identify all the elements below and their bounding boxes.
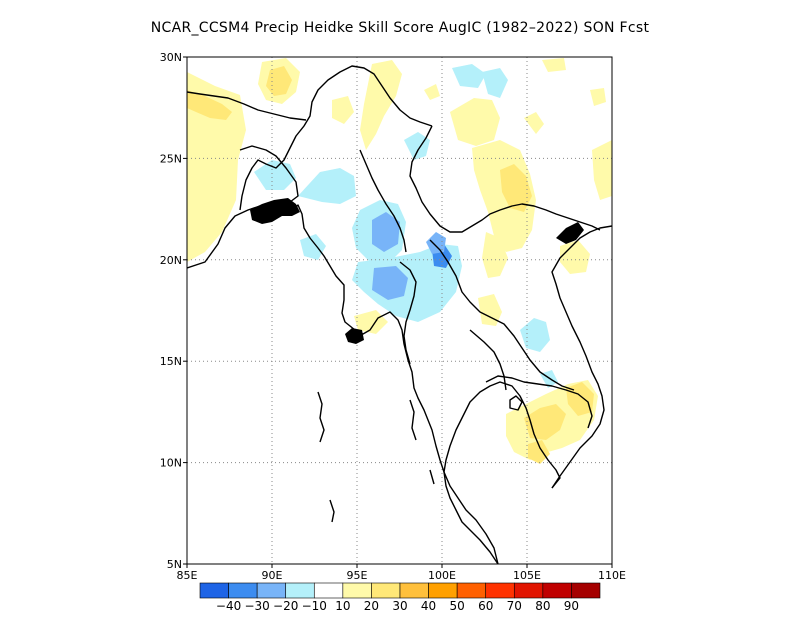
- colorbar-swatch: [342, 582, 372, 599]
- colorbar-label: 40: [421, 599, 436, 613]
- skill-region-light-blue: [520, 318, 550, 352]
- lon-tick-label: 100E: [428, 569, 456, 582]
- skill-region-light-blue: [404, 132, 430, 160]
- gridlines: [187, 57, 612, 564]
- map-frame: [186, 56, 613, 565]
- mergui-islands: [409, 399, 435, 485]
- ganges-delta: [250, 198, 584, 344]
- colorbar-label: 50: [450, 599, 465, 613]
- colorbar-label: −40: [216, 599, 241, 613]
- border-cambodia: [485, 375, 593, 429]
- colorbar-swatch: [285, 582, 315, 599]
- axis-labels: 85E 90E 95E 100E 105E 110E 5N 10N 15N 20N 25N 30N: [160, 51, 626, 582]
- skill-region-yellow: [500, 164, 532, 212]
- skill-region-yellow: [524, 404, 566, 440]
- skill-region-yellow: [187, 90, 232, 120]
- lon-tick-label: 90E: [262, 569, 283, 582]
- border-laos: [429, 239, 575, 391]
- skill-region-light-yellow: [524, 112, 544, 134]
- skill-region-light-yellow: [560, 240, 590, 274]
- river-inland: [359, 149, 407, 253]
- skill-region-blue: [372, 212, 400, 252]
- lon-tick-label: 85E: [177, 569, 198, 582]
- border-nepal-bhutan: [187, 91, 307, 121]
- lat-tick-label: 25N: [160, 152, 182, 165]
- coastline-vietnam: [551, 225, 612, 489]
- skill-region-light-blue: [452, 64, 486, 88]
- skill-region-light-blue: [300, 234, 326, 260]
- colorbar-swatch: [542, 582, 572, 599]
- colorbar-label: 30: [392, 599, 407, 613]
- lat-tick-label: 30N: [160, 51, 182, 64]
- skill-region-light-yellow: [478, 294, 502, 326]
- lon-tick-label: 105E: [513, 569, 541, 582]
- colorbar-swatch: [371, 582, 401, 599]
- colorbar-swatch: [313, 582, 344, 599]
- colorbar-label: 90: [564, 599, 579, 613]
- lat-tick-label: 15N: [160, 355, 182, 368]
- skill-region-blue: [372, 266, 408, 300]
- lat-tick-label: 10N: [160, 457, 182, 470]
- skill-region-light-yellow: [187, 72, 246, 262]
- skill-region-light-yellow: [590, 88, 606, 106]
- skill-region-light-yellow: [542, 58, 566, 72]
- border-bangladesh: [239, 145, 299, 203]
- skill-region-light-yellow: [450, 98, 500, 146]
- colorbar-label: 80: [535, 599, 550, 613]
- skill-region-light-yellow: [332, 96, 354, 124]
- skill-region-light-yellow: [592, 140, 612, 200]
- skill-region-light-yellow: [360, 60, 402, 150]
- skill-region-light-blue: [298, 168, 356, 204]
- colorbar-label: 10: [335, 599, 350, 613]
- colorbar-swatch: [456, 582, 487, 599]
- skill-score-fields: [187, 58, 612, 464]
- border-myanmar-thailand: [399, 261, 417, 365]
- skill-region-light-yellow: [424, 84, 440, 100]
- border-china-myanmar: [409, 125, 601, 233]
- skill-region-light-yellow: [482, 232, 508, 278]
- lake-tonle-sap: [509, 395, 523, 411]
- lon-tick-label: 110E: [598, 569, 626, 582]
- colorbar-label: −30: [244, 599, 269, 613]
- colorbar-label: 60: [478, 599, 493, 613]
- colorbar-swatch: [199, 582, 229, 599]
- colorbar-swatch: [228, 582, 258, 599]
- border-thai-cambodia: [469, 329, 507, 391]
- skill-region-blue: [426, 232, 446, 254]
- colorbar-swatch: [256, 582, 287, 599]
- colorbar-swatch: [513, 582, 544, 599]
- border-india-myanmar: [239, 65, 433, 211]
- colorbar-label: −10: [302, 599, 327, 613]
- colorbar-swatch: [428, 582, 458, 599]
- colorbar: −40 −30 −20 −10 10 20 30 40 50 60 70 80 90: [199, 582, 601, 613]
- colorbar-label: −20: [273, 599, 298, 613]
- map-title: NCAR_CCSM4 Precip Heidke Skill Score Aug…: [150, 20, 650, 36]
- colorbar-swatch: [399, 582, 429, 599]
- colorbar-label: 20: [364, 599, 379, 613]
- colorbar-label: 70: [507, 599, 522, 613]
- lon-tick-label: 95E: [347, 569, 368, 582]
- skill-region-yellow: [528, 440, 550, 464]
- lat-tick-label: 20N: [160, 254, 182, 267]
- andaman-islands: [317, 391, 335, 523]
- skill-region-light-blue: [482, 68, 508, 98]
- coastline-gulf-thailand: [443, 381, 561, 564]
- skill-region-yellow: [566, 382, 594, 416]
- skill-region-light-yellow: [354, 310, 388, 334]
- colorbar-swatch: [571, 582, 601, 599]
- lat-tick-label: 5N: [167, 558, 182, 571]
- colorbar-swatch: [485, 582, 515, 599]
